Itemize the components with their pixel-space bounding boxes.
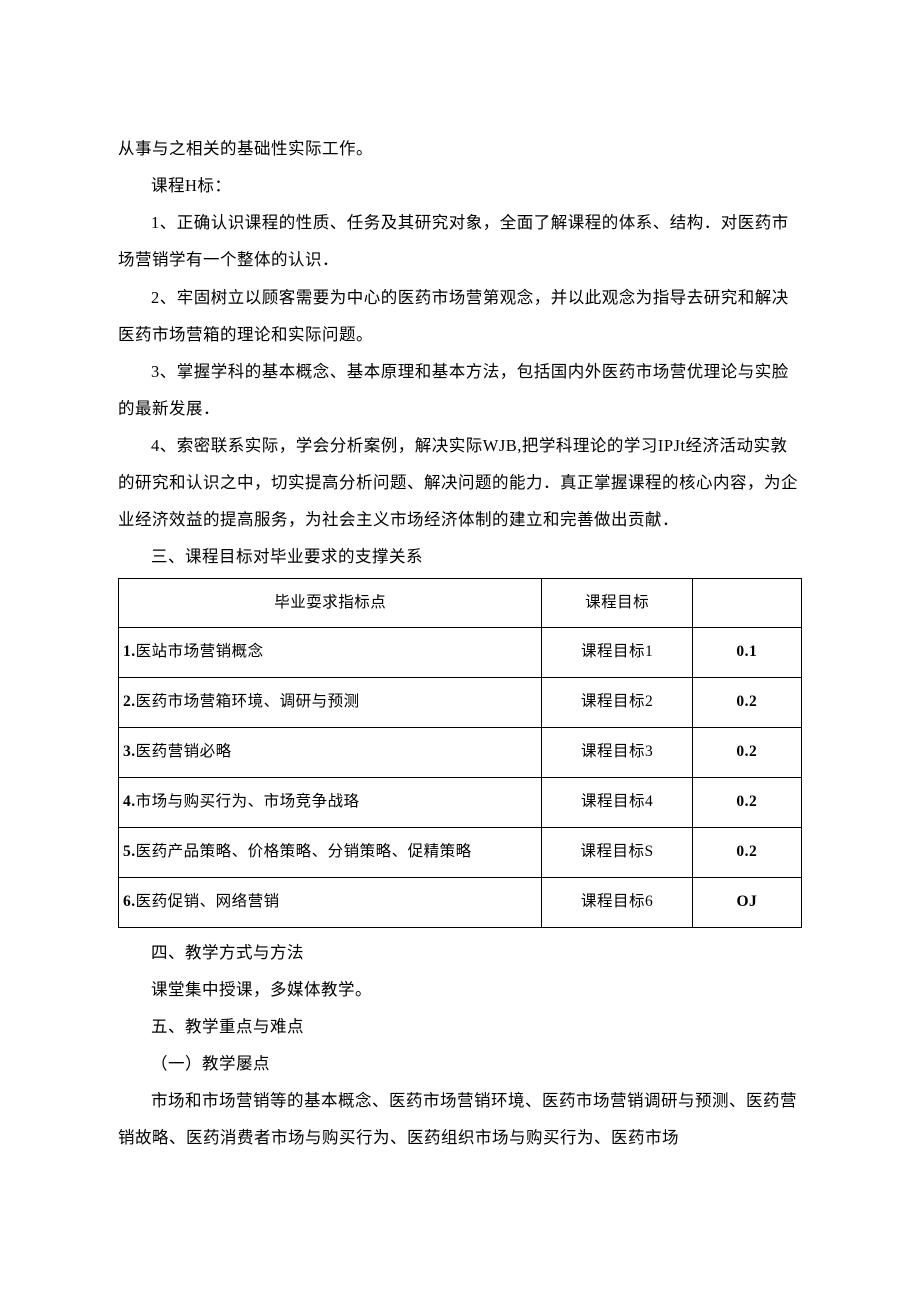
table-cell: 4.市场与购买行为、市场竞争战珞 <box>119 778 542 828</box>
support-table: 毕业耍求指标点 课程目标 1.医站市场营销概念 课程目标1 0.1 2.医药市场… <box>118 578 802 928</box>
table-cell: OJ <box>692 877 801 927</box>
table-cell: 0.1 <box>692 628 801 678</box>
table-row: 5.医药产品策略、价格策略、分销策略、促精策略 课程目标S 0.2 <box>119 827 802 877</box>
table-cell: 课程目标3 <box>542 728 692 778</box>
paragraph: （一）教学屡点 <box>118 1045 802 1082</box>
paragraph: 1、正确认识课程的性质、任务及其研究对象，全面了解课程的体系、结构．对医药市场营… <box>118 204 802 278</box>
table-cell: 课程目标1 <box>542 628 692 678</box>
table-row: 6.医药促销、网络营销 课程目标6 OJ <box>119 877 802 927</box>
table-cell: 课程目标S <box>542 827 692 877</box>
table-header: 毕业耍求指标点 <box>119 578 542 628</box>
table-cell: 5.医药产品策略、价格策略、分销策略、促精策略 <box>119 827 542 877</box>
table-header-row: 毕业耍求指标点 课程目标 <box>119 578 802 628</box>
paragraph: 2、牢固树立以顾客需要为中心的医药市场营第观念，并以此观念为指导去研究和解决医药… <box>118 279 802 353</box>
table-cell: 0.2 <box>692 678 801 728</box>
paragraph: 4、索密联系实际，学会分析案例，解决实际WJB,把学科理论的学习IPJt经济活动… <box>118 427 802 538</box>
paragraph: 市场和市场营销等的基本概念、医药市场营销环境、医药市场营销调研与预测、医药营销故… <box>118 1082 802 1156</box>
table-row: 1.医站市场营销概念 课程目标1 0.1 <box>119 628 802 678</box>
paragraph: 课程H标： <box>118 167 802 204</box>
section-heading-3: 三、课程目标对毕业要求的支撑关系 <box>118 538 802 575</box>
table-cell: 0.2 <box>692 778 801 828</box>
table-cell: 课程目标2 <box>542 678 692 728</box>
paragraph: 课堂集中授课，多媒体教学。 <box>118 971 802 1008</box>
table-cell: 0.2 <box>692 827 801 877</box>
table-cell: 课程目标6 <box>542 877 692 927</box>
table-row: 3.医药营销必略 课程目标3 0.2 <box>119 728 802 778</box>
table-header <box>692 578 801 628</box>
table-cell: 1.医站市场营销概念 <box>119 628 542 678</box>
paragraph: 从事与之相关的基础性实际工作。 <box>118 130 802 167</box>
table-cell: 0.2 <box>692 728 801 778</box>
section-heading-4: 四、教学方式与方法 <box>118 934 802 971</box>
table-row: 4.市场与购买行为、市场竞争战珞 课程目标4 0.2 <box>119 778 802 828</box>
table-header: 课程目标 <box>542 578 692 628</box>
paragraph: 3、掌握学科的基本概念、基本原理和基本方法，包括国内外医药市场营优理论与实脸的最… <box>118 353 802 427</box>
table-cell: 3.医药营销必略 <box>119 728 542 778</box>
document-body: 从事与之相关的基础性实际工作。 课程H标： 1、正确认识课程的性质、任务及其研究… <box>118 130 802 1156</box>
section-heading-5: 五、教学重点与难点 <box>118 1008 802 1045</box>
table-cell: 2.医药市场营箱环境、调研与预测 <box>119 678 542 728</box>
table-cell: 6.医药促销、网络营销 <box>119 877 542 927</box>
table-cell: 课程目标4 <box>542 778 692 828</box>
table-row: 2.医药市场营箱环境、调研与预测 课程目标2 0.2 <box>119 678 802 728</box>
